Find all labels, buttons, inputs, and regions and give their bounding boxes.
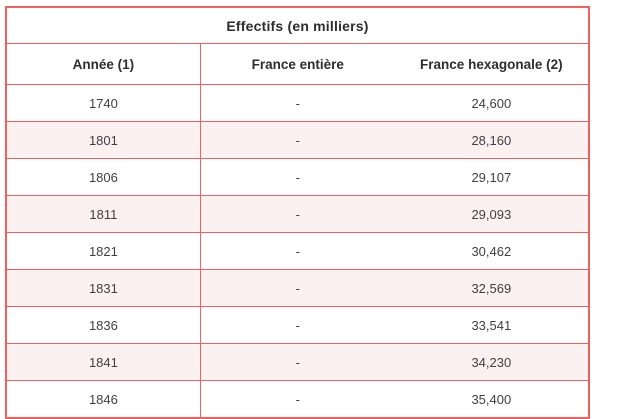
year-cell: 1806	[6, 158, 201, 196]
effectifs-table: Effectifs (en milliers) Année (1) France…	[5, 6, 590, 419]
france-hexagonale-cell: 29,107	[394, 158, 589, 196]
france-entiere-cell: -	[200, 380, 395, 419]
france-hexagonale-cell: 30,462	[394, 232, 589, 270]
france-hexagonale-cell: 35,400	[394, 380, 589, 419]
column-header-france-entiere: France entière	[200, 43, 395, 85]
year-cell: 1801	[6, 121, 201, 159]
year-cell: 1811	[6, 195, 201, 233]
france-hexagonale-cell: 28,160	[394, 121, 589, 159]
france-entiere-cell: -	[200, 269, 395, 307]
table-row: 1836 - 33,541	[6, 306, 589, 344]
france-entiere-cell: -	[200, 158, 395, 196]
table-body: 1740 - 24,600 1801 - 28,160 1806 - 29,10…	[6, 84, 589, 419]
population-table: Effectifs (en milliers) Année (1) France…	[5, 6, 590, 419]
france-entiere-cell: -	[200, 343, 395, 381]
table-row: 1740 - 24,600	[6, 84, 589, 122]
year-cell: 1740	[6, 84, 201, 122]
table-row: 1801 - 28,160	[6, 121, 589, 159]
column-header-row: Année (1) France entière France hexagona…	[6, 43, 589, 85]
table-row: 1821 - 30,462	[6, 232, 589, 270]
france-hexagonale-cell: 33,541	[394, 306, 589, 344]
france-hexagonale-cell: 24,600	[394, 84, 589, 122]
table-row: 1846 - 35,400	[6, 380, 589, 419]
france-entiere-cell: -	[200, 232, 395, 270]
year-cell: 1846	[6, 380, 201, 419]
table-head: Effectifs (en milliers) Année (1) France…	[6, 7, 589, 85]
title-row: Effectifs (en milliers)	[6, 7, 589, 44]
year-cell: 1831	[6, 269, 201, 307]
france-entiere-cell: -	[200, 306, 395, 344]
year-cell: 1821	[6, 232, 201, 270]
table-row: 1806 - 29,107	[6, 158, 589, 196]
france-entiere-cell: -	[200, 121, 395, 159]
table-title: Effectifs (en milliers)	[6, 7, 589, 44]
year-cell: 1836	[6, 306, 201, 344]
column-header-annee: Année (1)	[6, 43, 201, 85]
france-hexagonale-cell: 34,230	[394, 343, 589, 381]
year-cell: 1841	[6, 343, 201, 381]
table-row: 1841 - 34,230	[6, 343, 589, 381]
france-hexagonale-cell: 32,569	[394, 269, 589, 307]
column-header-france-hexagonale: France hexagonale (2)	[394, 43, 589, 85]
table-row: 1811 - 29,093	[6, 195, 589, 233]
france-hexagonale-cell: 29,093	[394, 195, 589, 233]
france-entiere-cell: -	[200, 84, 395, 122]
france-entiere-cell: -	[200, 195, 395, 233]
table-row: 1831 - 32,569	[6, 269, 589, 307]
